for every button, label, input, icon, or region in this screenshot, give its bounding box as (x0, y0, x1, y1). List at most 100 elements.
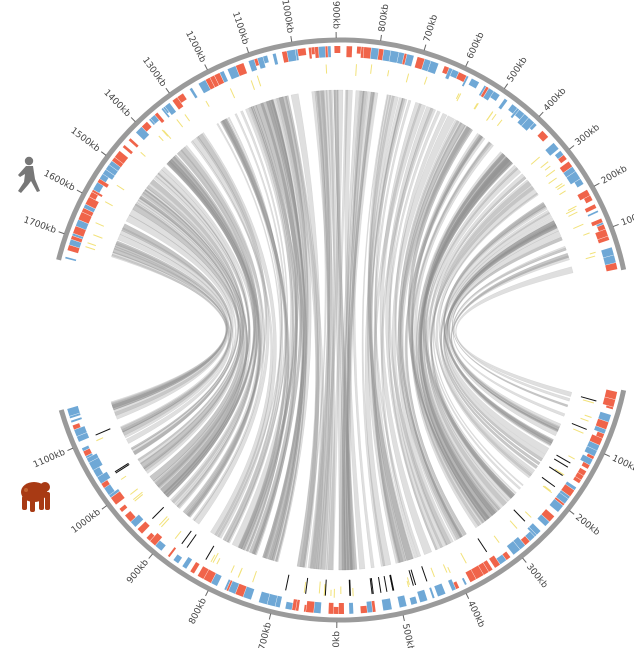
gene-tracks (65, 45, 618, 614)
top-tick-label: 100kb (620, 209, 634, 228)
synteny-ribbon (432, 180, 532, 487)
top-tick (593, 182, 600, 187)
synteny-ribbon (415, 153, 506, 524)
synteny-ribbon (410, 141, 491, 529)
top-gene-block (219, 70, 229, 83)
bottom-gene-block (203, 569, 216, 583)
synteny-ribbon (302, 90, 327, 568)
bottom-gene-block (235, 583, 247, 597)
synteny-ribbon (180, 144, 264, 515)
bottom-gene-block (461, 577, 467, 585)
synteny-ribbon (435, 188, 539, 479)
top-gene-block (414, 56, 425, 70)
top-gene-block (360, 46, 364, 58)
bottom-gene-block (604, 389, 618, 400)
top-marker (474, 102, 479, 110)
synteny-ribbon (364, 97, 408, 567)
top-gene-block (177, 93, 187, 103)
top-gene-block (427, 61, 439, 74)
synteny-ribbon (438, 192, 541, 466)
top-gene-block (91, 189, 103, 197)
synteny-ribbon (161, 166, 257, 510)
synteny-ribbon (418, 153, 509, 515)
top-gene-block (421, 59, 431, 72)
synteny-ribbon (368, 94, 414, 562)
bottom-gene-block (81, 445, 90, 452)
top-gene-block (377, 48, 384, 61)
bottom-marker (130, 488, 138, 495)
synteny-ribbon (163, 154, 256, 496)
synteny-ribbon (248, 104, 298, 555)
synteny-ribbon (217, 116, 283, 538)
bottom-marker (212, 552, 219, 563)
bottom-gene-block (295, 599, 300, 611)
synteny-ribbon (430, 179, 532, 494)
synteny-ribbon (429, 168, 522, 490)
top-gene-block (601, 247, 614, 258)
bottom-gene-block (489, 555, 501, 568)
synteny-ribbon (411, 141, 492, 527)
synteny-ribbon (409, 132, 486, 526)
top-marker (455, 93, 460, 100)
top-marker (557, 184, 565, 190)
bottom-gene-block (565, 481, 577, 491)
bottom-tick-label: 500kb (400, 623, 416, 648)
top-gene-block (78, 212, 92, 224)
synteny-ribbon (170, 154, 262, 518)
top-gene-block (325, 46, 328, 58)
top-gene-block (93, 182, 104, 193)
bottom-black-marker (349, 579, 351, 596)
bottom-marker (210, 554, 216, 563)
bottom-marker (582, 399, 595, 404)
bottom-gene-block (258, 591, 270, 605)
synteny-ribbon (341, 90, 363, 571)
top-gene-block (75, 219, 89, 230)
genome-axes (56, 37, 627, 623)
synteny-ribbon (442, 222, 558, 466)
synteny-ribbon (451, 252, 570, 431)
top-marker (545, 169, 556, 178)
synteny-ribbon (373, 99, 415, 561)
top-gene-block (122, 144, 133, 155)
top-gene-block (69, 239, 82, 248)
synteny-ribbon (268, 96, 309, 560)
bottom-gene-block (598, 411, 611, 422)
top-gene-block (577, 189, 590, 201)
top-gene-block (596, 222, 604, 227)
top-marker (93, 234, 103, 239)
bottom-black-marker (348, 579, 351, 596)
top-gene-block (70, 235, 83, 243)
top-gene-block (83, 204, 96, 213)
synteny-ribbon (338, 90, 360, 571)
bottom-gene-block (109, 488, 120, 498)
bottom-tick (205, 590, 209, 597)
synteny-ribbon (455, 266, 574, 397)
top-gene-block (109, 160, 121, 172)
bottom-black-marker (383, 575, 388, 592)
bottom-marker (554, 468, 565, 476)
top-tick (290, 36, 293, 43)
top-gene-block (508, 104, 518, 114)
bottom-black-marker (389, 574, 394, 591)
bottom-gene-block (97, 471, 111, 484)
bottom-gene-block (527, 527, 537, 537)
bottom-tick-label: 400kb (465, 600, 486, 630)
bottom-tick-label: 1000kb (70, 507, 103, 536)
bottom-black-marker (152, 506, 165, 519)
top-gene-block (559, 161, 573, 173)
top-tick (204, 64, 208, 71)
synteny-ribbon (180, 146, 266, 522)
top-gene-block (112, 157, 124, 168)
top-gene-block (468, 78, 480, 89)
bottom-gene-block (429, 587, 435, 599)
top-tick-label: 400kb (542, 86, 569, 114)
bottom-gene-block (478, 562, 489, 575)
synteny-ribbon (137, 197, 245, 487)
bottom-gene-block (338, 602, 345, 614)
bottom-black-marker (580, 396, 597, 402)
bottom-black-marker (186, 534, 197, 548)
top-gene-block (597, 224, 606, 232)
top-gene-block (262, 55, 269, 64)
top-gene-block (327, 46, 332, 58)
synteny-ribbon (394, 112, 460, 540)
